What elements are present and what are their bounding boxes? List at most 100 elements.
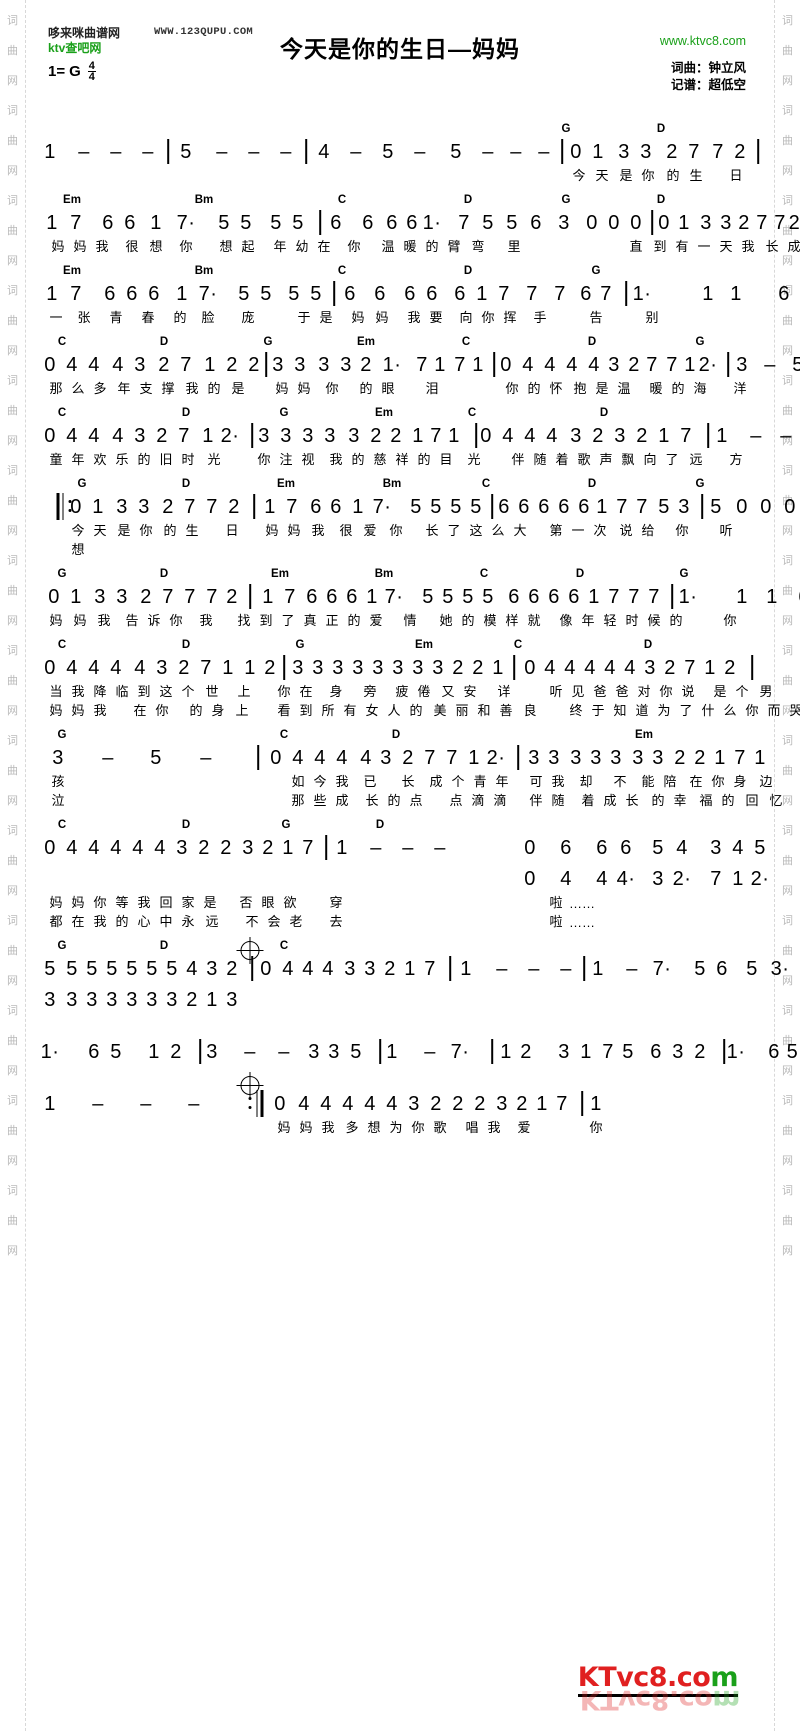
chord-symbol: D bbox=[656, 123, 666, 135]
note-number: 7 bbox=[302, 837, 314, 859]
note-number: 2 bbox=[516, 1093, 528, 1115]
note-number: 2 bbox=[186, 989, 198, 1011]
lyric-char: 想 bbox=[149, 239, 163, 254]
note-number: 3 bbox=[156, 657, 168, 679]
lyric-char: 你 bbox=[169, 613, 183, 628]
lyric-char: 向 bbox=[459, 310, 473, 325]
staff-system: C D G D 0 4 4 4 4 4 3 2 2 3 2 1 7 1– – –0 6 6 6 5 4 3 4 5 0 4 4 4· 3 2· 7 1… bbox=[36, 816, 769, 931]
note-number: 2 bbox=[472, 657, 484, 679]
lyric-char: 妈 bbox=[299, 1120, 313, 1135]
watermark-char: 曲 bbox=[782, 1125, 793, 1137]
note-number: 7 bbox=[680, 425, 692, 447]
lyric-char: 年 bbox=[117, 381, 131, 396]
lyric-char: 一 bbox=[49, 310, 63, 325]
note-number: 7 bbox=[206, 496, 218, 518]
lyric-char: 个 bbox=[735, 684, 749, 699]
lyric-char: 妈 bbox=[287, 523, 301, 538]
watermark-char: 曲 bbox=[782, 45, 793, 57]
barline bbox=[249, 584, 251, 609]
lyric-char: 模 bbox=[483, 613, 497, 628]
note-number: 6 bbox=[126, 283, 138, 305]
note-number: 1 bbox=[736, 586, 748, 608]
chord-symbol: Bm bbox=[382, 478, 402, 490]
watermark-char: 曲 bbox=[7, 1215, 18, 1227]
note-number: 6 bbox=[102, 212, 114, 234]
lyric-char: 等 bbox=[115, 895, 129, 910]
note-number: 0 bbox=[524, 657, 536, 679]
watermark-char: 网 bbox=[7, 795, 18, 807]
note-number: 2 bbox=[628, 354, 640, 376]
lyric-row: 妈妈你等我回家是否眼欲穿啦…… bbox=[36, 893, 764, 912]
lyric-char: 告 bbox=[589, 310, 603, 325]
lyric-char: 倦 bbox=[417, 684, 431, 699]
lyric-char: 妈 bbox=[49, 613, 63, 628]
ktv-url-link[interactable]: www.ktvc8.com bbox=[659, 34, 746, 48]
chord-symbol: G bbox=[57, 729, 67, 741]
note-number: 5 bbox=[166, 958, 178, 980]
watermark-char: 曲 bbox=[782, 765, 793, 777]
key-signature: 1= G 4 4 bbox=[48, 60, 96, 83]
lyric-char: 长 bbox=[425, 523, 439, 538]
note-number: 4 bbox=[320, 1093, 332, 1115]
lyric-char: 家 bbox=[181, 895, 195, 910]
chord-symbol: Em bbox=[415, 639, 433, 651]
lyric-char: 点 bbox=[409, 793, 423, 808]
note-number: 1 bbox=[204, 354, 216, 376]
watermark-char: 曲 bbox=[7, 135, 18, 147]
note-number: 1 bbox=[336, 837, 348, 859]
note-number: 1 bbox=[704, 657, 716, 679]
note-number: 4 bbox=[314, 747, 326, 769]
watermark-char: 网 bbox=[7, 1155, 18, 1167]
note-number: 2 bbox=[156, 425, 168, 447]
lyric-char: 张 bbox=[77, 310, 91, 325]
note-number: 7 bbox=[454, 354, 466, 376]
lyric-char: 你 bbox=[277, 684, 291, 699]
lyric-char: 了 bbox=[679, 703, 693, 718]
lyric-char: 我 bbox=[93, 914, 107, 929]
note-number: 5 bbox=[218, 212, 230, 234]
chord-symbol: C bbox=[279, 940, 289, 952]
lyric-char: 你 bbox=[723, 613, 737, 628]
lyric-char: 时 bbox=[625, 613, 639, 628]
lyric-char: 那 bbox=[49, 381, 63, 396]
lyric-char: 臂 bbox=[447, 239, 461, 254]
chord-symbol: D bbox=[375, 819, 385, 831]
lyric-char: 的 bbox=[115, 914, 129, 929]
lyric-char: 的 bbox=[387, 793, 401, 808]
watermark-char: 曲 bbox=[7, 945, 18, 957]
coda-icon bbox=[236, 937, 264, 964]
lyric-char: 歌 bbox=[577, 452, 591, 467]
note-number: 3 bbox=[332, 657, 344, 679]
note-number: 3 bbox=[372, 657, 384, 679]
note-number: – bbox=[188, 1093, 200, 1115]
note-number: 2 bbox=[158, 354, 170, 376]
lyric-char: 个 bbox=[181, 684, 195, 699]
lyric-char: 年 bbox=[71, 452, 85, 467]
note-number: 6 bbox=[330, 496, 342, 518]
chord-symbol: G bbox=[295, 639, 305, 651]
note-number: 6 bbox=[88, 1041, 100, 1063]
ghost-m: m bbox=[712, 1684, 740, 1715]
note-number: 6 bbox=[778, 283, 790, 305]
lyric-char: 妈 bbox=[73, 239, 87, 254]
note-number: 3 bbox=[496, 1093, 508, 1115]
note-number: 3 bbox=[308, 1041, 320, 1063]
note-number: 3 bbox=[558, 212, 570, 234]
note-number: 4· bbox=[616, 868, 636, 890]
lyric-char: 你 bbox=[179, 239, 193, 254]
note-number: – bbox=[244, 1041, 256, 1063]
watermark-char: 词 bbox=[782, 465, 793, 477]
note-number: 1· bbox=[40, 1041, 60, 1063]
lyric-char: 人 bbox=[387, 703, 401, 718]
barline bbox=[251, 423, 253, 448]
note-number: 0 bbox=[630, 212, 642, 234]
lyric-char: 又 bbox=[441, 684, 455, 699]
note-number: 4 bbox=[544, 354, 556, 376]
note-number: 2 bbox=[262, 837, 274, 859]
note-number: 7· bbox=[652, 958, 672, 980]
watermark-char: 网 bbox=[782, 255, 793, 267]
chord-symbol: D bbox=[587, 478, 597, 490]
lyric-char: 爱 bbox=[363, 523, 377, 538]
barline bbox=[475, 423, 477, 448]
chord-symbol: D bbox=[656, 194, 666, 206]
